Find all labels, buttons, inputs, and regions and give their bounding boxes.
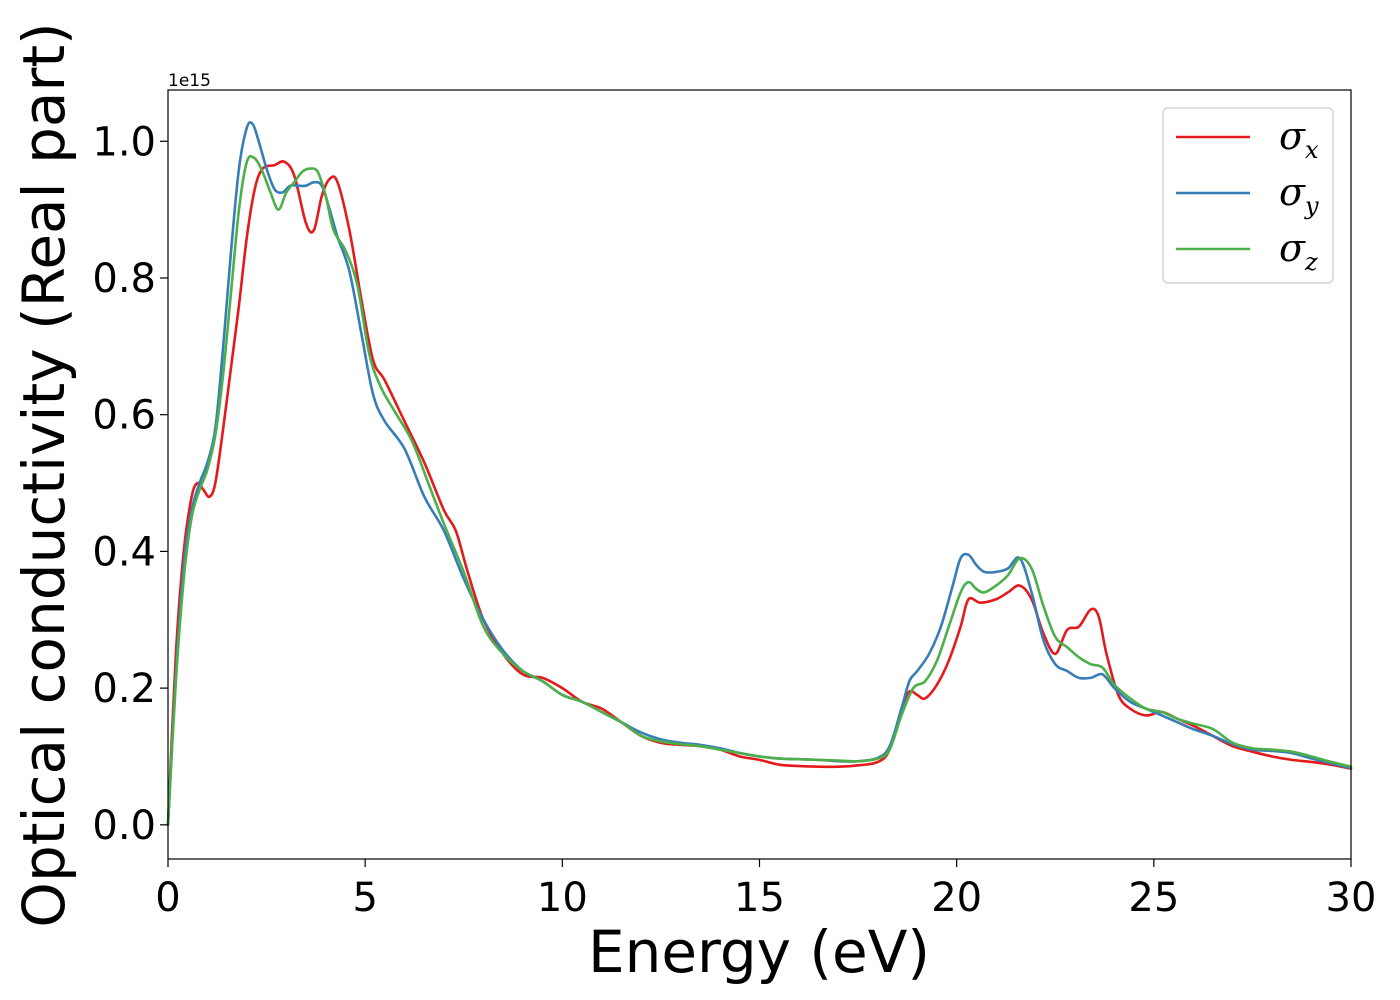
y-axis-ticks: 0.0 0.2 0.4 0.6 0.8 1.0 [92,119,168,849]
series-lines [166,120,1353,827]
series-line-y [166,120,1353,827]
y-tick-label: 0.8 [92,256,156,302]
x-tick-label: 30 [1326,875,1377,921]
x-tick-label: 0 [155,875,180,921]
x-axis-label: Energy (eV) [588,918,930,986]
y-tick-label: 0.4 [92,529,156,575]
x-tick-label: 25 [1128,875,1179,921]
x-tick-label: 15 [734,875,785,921]
y-tick-label: 0.0 [92,803,156,849]
x-tick-label: 10 [537,875,588,921]
y-tick-label: 1.0 [92,119,156,165]
x-tick-label: 20 [931,875,982,921]
y-axis-label: Optical conductivity (Real part) [10,22,78,927]
x-axis-ticks: 0 5 10 15 20 25 30 [155,859,1376,921]
legend-box [1162,107,1334,284]
y-tick-label: 0.2 [92,666,156,712]
series-line-z [166,154,1353,827]
plot-background [168,90,1351,859]
x-tick-label: 5 [352,875,377,921]
y-offset-label: 1e15 [168,71,211,91]
y-tick-label: 0.6 [92,393,156,439]
